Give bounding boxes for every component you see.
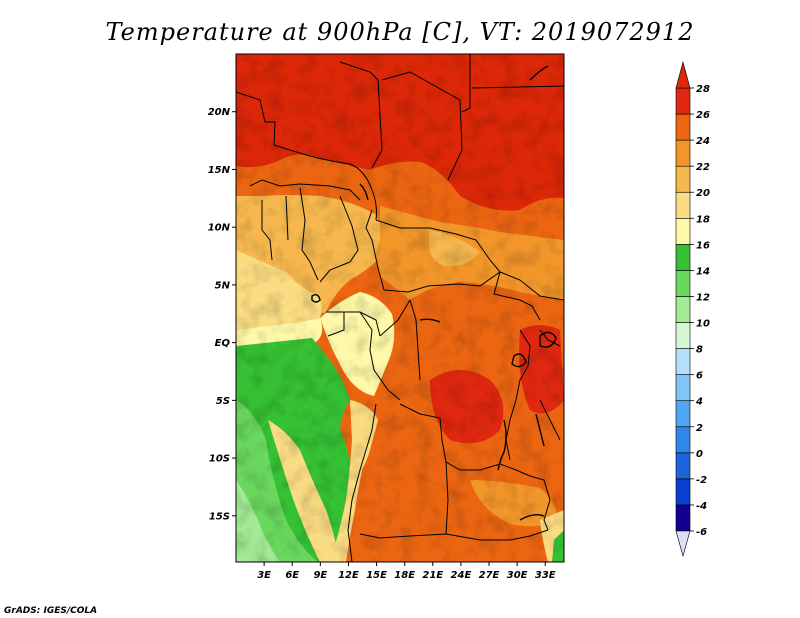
x-tick-label: 3E <box>257 570 271 581</box>
colorbar-over-triangle <box>675 60 691 89</box>
colorbar-segment <box>675 165 691 193</box>
colorbar-label: 12 <box>696 292 710 303</box>
map-frame <box>235 53 565 563</box>
colorbar-segment <box>675 244 691 271</box>
colorbar-segment <box>675 217 691 245</box>
y-tick-label: EQ <box>215 338 231 349</box>
colorbar-segment <box>675 296 691 323</box>
colorbar-label: 14 <box>696 266 710 277</box>
x-tick-label: 24E <box>451 570 472 581</box>
colorbar-label: -2 <box>696 475 707 486</box>
colorbar-segment <box>675 374 691 402</box>
colorbar-under-triangle <box>675 530 691 558</box>
x-tick-label: 15E <box>366 570 387 581</box>
y-tick-label: 15N <box>208 165 231 176</box>
colorbar-segment <box>675 113 691 141</box>
y-tick-label: 5S <box>216 396 230 407</box>
colorbar-label: 10 <box>696 319 710 330</box>
x-tick-label: 18E <box>394 570 415 581</box>
colorbar-segment <box>675 348 691 375</box>
y-tick-label: 10N <box>208 223 231 234</box>
colorbar-segment <box>675 270 691 297</box>
y-tick-label: 20N <box>208 107 231 118</box>
chart-title: Temperature at 900hPa [C], VT: 201907291… <box>106 18 695 46</box>
colorbar-label: 0 <box>696 449 703 460</box>
x-tick-label: 33E <box>535 570 556 581</box>
y-tick-label: 15S <box>209 511 230 522</box>
colorbar-label: 28 <box>696 84 710 95</box>
colorbar-segment <box>675 400 691 428</box>
x-tick-label: 12E <box>338 570 359 581</box>
colorbar-label: 16 <box>696 240 710 251</box>
colorbar-segment <box>675 87 691 115</box>
x-tick-label: 9E <box>313 570 327 581</box>
colorbar-segment <box>675 426 691 454</box>
colorbar-label: -4 <box>696 501 707 512</box>
colorbar-label: 2 <box>696 423 703 434</box>
x-tick-label: 6E <box>285 570 299 581</box>
colorbar-label: 22 <box>696 162 710 173</box>
colorbar-label: 20 <box>696 188 710 199</box>
colorbar-label: 6 <box>696 371 703 382</box>
colorbar-label: 4 <box>695 397 703 408</box>
colorbar-segment <box>675 139 691 167</box>
colorbar-label: 24 <box>696 136 710 147</box>
x-tick-label: 27E <box>479 570 500 581</box>
grads-credit: GrADS: IGES/COLA <box>4 606 97 616</box>
y-tick-label: 10S <box>209 454 230 465</box>
colorbar-segment <box>675 504 691 532</box>
x-tick-label: 30E <box>507 570 528 581</box>
colorbar-segment <box>675 452 691 480</box>
colorbar-segment <box>675 322 691 349</box>
x-axis-ticks: 3E 6E 9E 12E 15E 18E 21E 24E 27E 30E 33E <box>257 562 556 581</box>
colorbar-segment <box>675 478 691 506</box>
colorbar-segment <box>675 191 691 219</box>
lakes-and-rivers <box>311 65 557 521</box>
colorbar-label: 8 <box>696 345 703 356</box>
colorbar-label: -6 <box>696 527 707 538</box>
colorbar-label: 18 <box>696 214 710 225</box>
y-tick-label: 5N <box>215 280 231 291</box>
y-axis-ticks: 20N 15N 10N 5N EQ 5S 10S 15S <box>208 107 236 522</box>
x-tick-label: 21E <box>422 570 443 581</box>
colorbar-label: 26 <box>696 110 710 121</box>
temperature-field <box>236 54 564 562</box>
field-texture <box>236 54 564 562</box>
